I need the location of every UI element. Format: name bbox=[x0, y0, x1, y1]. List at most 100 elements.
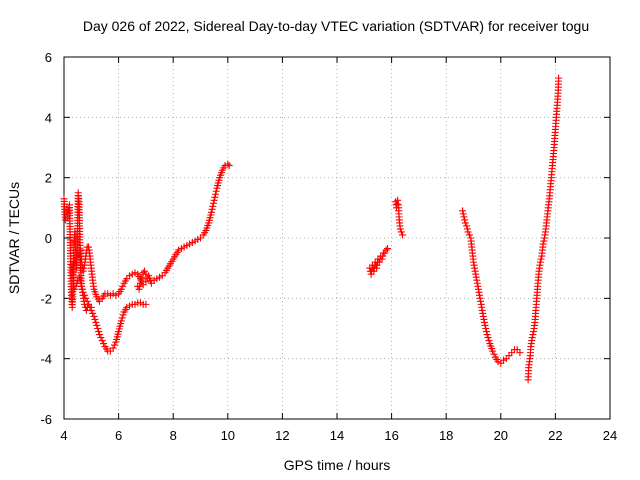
data-point bbox=[91, 315, 99, 323]
data-point bbox=[89, 309, 97, 317]
data-point bbox=[211, 193, 219, 201]
data-point bbox=[399, 231, 407, 239]
data-point bbox=[224, 160, 232, 168]
x-tick-label: 4 bbox=[60, 428, 67, 443]
data-point bbox=[212, 187, 220, 195]
y-tick-label: -2 bbox=[40, 291, 52, 306]
data-point bbox=[481, 321, 489, 329]
data-point bbox=[209, 202, 217, 210]
data-point bbox=[117, 317, 125, 325]
x-tick-label: 16 bbox=[384, 428, 398, 443]
x-tick-label: 14 bbox=[330, 428, 344, 443]
y-tick-labels: -6 -4 -2 0 2 4 6 bbox=[40, 50, 52, 427]
data-point bbox=[137, 276, 145, 284]
data-point bbox=[528, 334, 536, 342]
axis-ticks bbox=[63, 56, 611, 420]
data-point bbox=[109, 344, 117, 352]
data-point bbox=[76, 276, 84, 284]
y-tick-label: 2 bbox=[45, 171, 52, 186]
data-point bbox=[142, 270, 150, 278]
data-point bbox=[83, 297, 91, 305]
data-point bbox=[555, 74, 563, 82]
x-tick-label: 12 bbox=[275, 428, 289, 443]
y-tick-label: 4 bbox=[45, 110, 52, 125]
data-point bbox=[480, 318, 488, 326]
data-point bbox=[119, 282, 127, 290]
y-tick-label: 0 bbox=[45, 231, 52, 246]
data-point bbox=[82, 294, 90, 302]
data-point bbox=[397, 228, 405, 236]
data-point bbox=[394, 196, 402, 204]
data-point bbox=[142, 278, 150, 286]
data-point bbox=[210, 196, 218, 204]
data-point bbox=[141, 267, 149, 275]
data-point bbox=[79, 288, 87, 296]
data-point bbox=[80, 264, 88, 272]
data-point bbox=[85, 300, 93, 308]
data-point bbox=[463, 225, 471, 233]
data-point bbox=[86, 303, 94, 311]
data-point bbox=[461, 219, 469, 227]
data-point bbox=[459, 207, 467, 215]
data-point bbox=[142, 300, 150, 308]
data-point bbox=[93, 321, 101, 329]
data-point bbox=[529, 331, 537, 339]
data-point bbox=[78, 282, 86, 290]
data-point bbox=[92, 318, 100, 326]
data-point bbox=[382, 246, 390, 254]
data-point bbox=[117, 285, 125, 293]
data-point bbox=[489, 347, 497, 355]
data-point bbox=[208, 205, 216, 213]
data-point bbox=[537, 255, 545, 263]
data-point bbox=[483, 331, 491, 339]
data-series-togu bbox=[60, 74, 563, 384]
x-tick-label: 6 bbox=[115, 428, 122, 443]
y-tick-label: -6 bbox=[40, 412, 52, 427]
data-point bbox=[463, 222, 471, 230]
data-point bbox=[138, 273, 146, 281]
x-tick-label: 24 bbox=[603, 428, 617, 443]
data-point bbox=[540, 237, 548, 245]
data-point bbox=[70, 285, 78, 293]
data-point bbox=[75, 273, 83, 281]
data-point bbox=[207, 208, 215, 216]
data-point bbox=[396, 225, 404, 233]
y-tick-label: 6 bbox=[45, 50, 52, 65]
y-axis-label: SDTVAR / TECUs bbox=[6, 182, 22, 294]
x-tick-label: 8 bbox=[170, 428, 177, 443]
data-point bbox=[136, 279, 144, 287]
data-point bbox=[119, 311, 127, 319]
data-point bbox=[118, 314, 126, 322]
data-point bbox=[464, 228, 472, 236]
data-point bbox=[482, 325, 490, 332]
data-point bbox=[209, 199, 217, 207]
data-point bbox=[482, 328, 490, 336]
data-point bbox=[95, 328, 103, 336]
data-point bbox=[381, 249, 389, 257]
data-point bbox=[225, 162, 233, 170]
data-point bbox=[485, 337, 493, 345]
x-tick-label: 18 bbox=[439, 428, 453, 443]
data-point bbox=[94, 325, 102, 332]
data-point bbox=[98, 337, 106, 345]
data-point bbox=[135, 285, 143, 293]
chart-title: Day 026 of 2022, Sidereal Day-to-day VTE… bbox=[83, 18, 589, 34]
data-point bbox=[100, 340, 108, 348]
data-point bbox=[539, 240, 547, 248]
y-tick-label: -4 bbox=[40, 352, 52, 367]
data-point bbox=[536, 258, 544, 266]
data-point bbox=[136, 282, 144, 290]
data-point bbox=[90, 312, 98, 320]
data-point bbox=[212, 190, 220, 198]
data-point bbox=[460, 213, 468, 221]
data-point bbox=[97, 334, 105, 342]
data-point bbox=[461, 216, 469, 224]
data-point bbox=[79, 267, 87, 275]
data-point bbox=[516, 349, 524, 357]
data-point bbox=[484, 334, 492, 342]
x-tick-label: 10 bbox=[221, 428, 235, 443]
x-tick-labels: 4 6 8 10 12 14 16 18 20 22 24 bbox=[60, 428, 617, 443]
data-point bbox=[384, 245, 392, 253]
data-point bbox=[378, 255, 386, 263]
data-point bbox=[78, 285, 86, 293]
